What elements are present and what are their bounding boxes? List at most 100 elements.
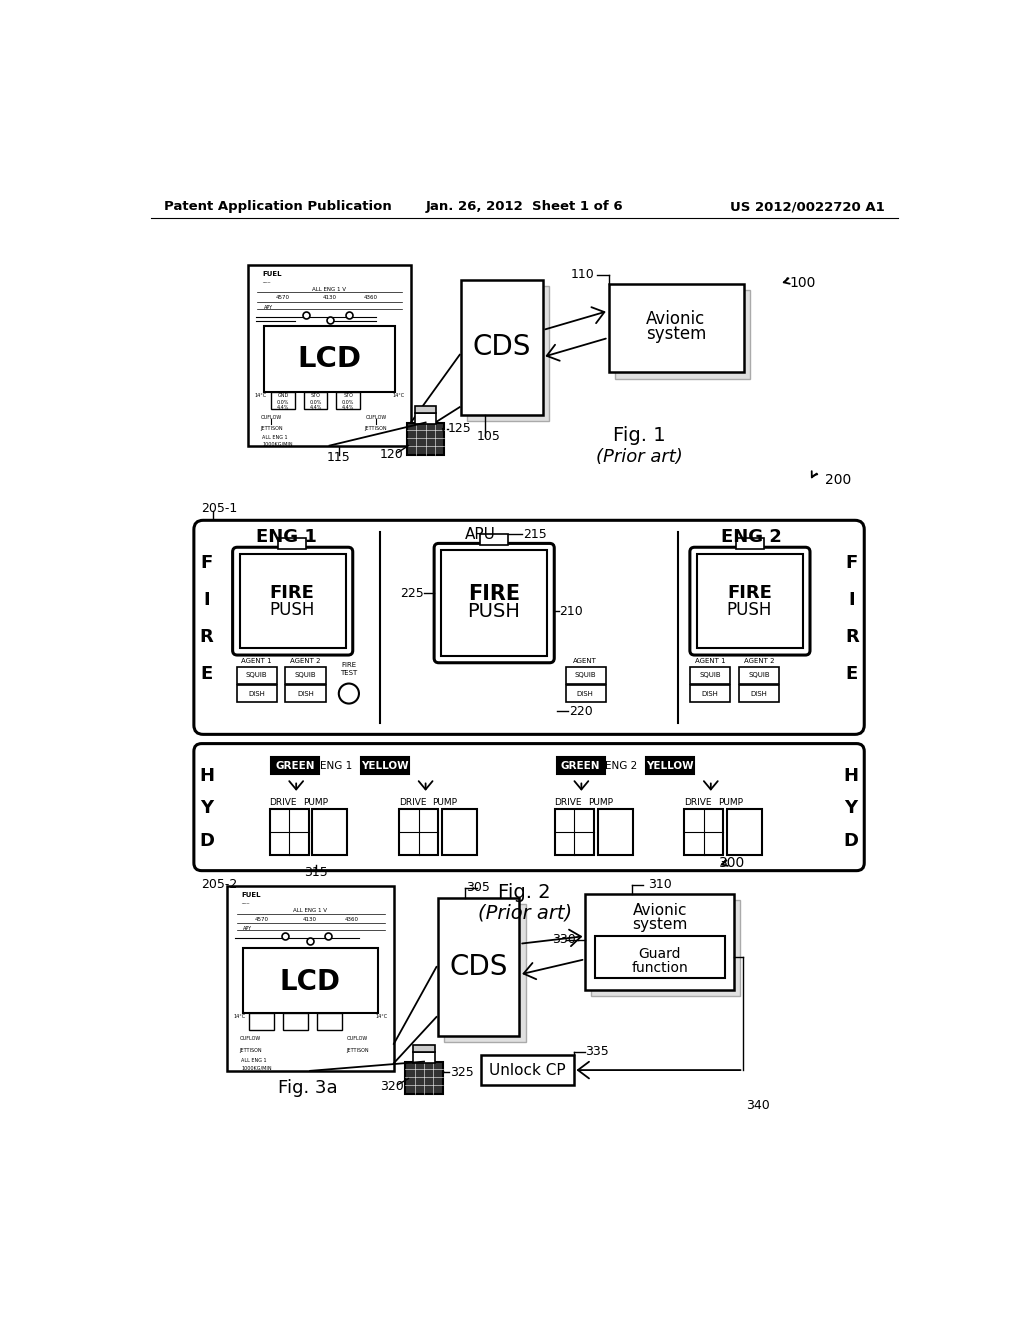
Bar [399,809,438,855]
Text: CDS: CDS [472,333,530,362]
Bar [442,809,477,855]
Bar [243,948,378,1014]
Text: DISH: DISH [751,690,767,697]
FancyBboxPatch shape [434,544,554,663]
Text: PUSH: PUSH [467,602,520,620]
Text: 330: 330 [552,933,575,946]
Text: 315: 315 [304,866,329,879]
Text: 4130: 4130 [323,296,337,300]
Text: 0.0%: 0.0% [309,400,322,405]
Bar [283,1014,308,1030]
Bar [461,280,543,414]
Text: I: I [203,590,210,609]
Text: (Prior art): (Prior art) [596,449,683,466]
Bar [415,405,436,413]
Text: 335: 335 [586,1045,609,1059]
Bar [406,1061,442,1094]
Text: Fig. 3a: Fig. 3a [278,1078,337,1097]
Text: 105: 105 [477,430,501,444]
Text: ALL ENG 1 V: ALL ENG 1 V [312,286,346,292]
Text: 300: 300 [720,855,745,870]
Text: 4.4%: 4.4% [276,405,289,411]
Text: GND: GND [278,393,289,399]
Text: R: R [845,627,859,645]
Text: 4360: 4360 [344,916,358,921]
Text: 310: 310 [648,878,672,891]
Text: FIRE: FIRE [270,583,314,602]
Text: DISH: DISH [248,690,265,697]
Text: system: system [646,325,707,343]
Text: PUSH: PUSH [727,601,772,619]
Text: ALL ENG 1: ALL ENG 1 [262,436,288,441]
Text: 220: 220 [569,705,593,718]
Text: 1000KG/MIN: 1000KG/MIN [241,1065,271,1071]
Bar [237,667,276,684]
Text: D: D [200,832,215,850]
Text: 14°C: 14°C [233,1015,246,1019]
Text: 14°C: 14°C [392,393,404,399]
Text: PUMP: PUMP [588,799,613,808]
Text: ENG 2: ENG 2 [605,760,637,771]
Text: YELLOW: YELLOW [646,760,693,771]
Text: 305: 305 [466,880,490,894]
Bar [735,539,764,549]
Bar [441,550,547,656]
Text: D: D [844,832,858,850]
Text: SQUIB: SQUIB [699,672,721,678]
Text: ENG 1: ENG 1 [256,528,317,546]
Text: AGENT 2: AGENT 2 [290,659,321,664]
Bar [312,809,347,855]
Text: JETTISON: JETTISON [240,1048,262,1052]
Text: 0.0%: 0.0% [276,400,289,405]
Bar [438,898,519,1036]
Bar [248,264,411,446]
Text: 205-2: 205-2 [202,878,238,891]
Text: 100: 100 [790,276,815,290]
Bar [595,936,725,978]
Bar [317,1014,342,1030]
Text: 1000KG/MIN: 1000KG/MIN [262,442,293,446]
Bar [337,392,359,409]
Bar [360,758,409,775]
Text: PUMP: PUMP [432,799,458,808]
Text: ALL ENG 1 V: ALL ENG 1 V [293,908,327,913]
Text: F: F [846,553,858,572]
Text: FUEL: FUEL [241,892,261,899]
Text: FIRE: FIRE [468,585,520,605]
Text: APY: APY [263,305,272,309]
Text: DISH: DISH [577,690,594,697]
Text: 115: 115 [327,450,350,463]
Text: DISH: DISH [701,690,719,697]
Text: 14°C: 14°C [376,1015,388,1019]
Text: F: F [200,553,212,572]
Bar [646,758,693,775]
Text: Fig. 1: Fig. 1 [613,426,666,445]
Text: 340: 340 [745,1100,769,1111]
Bar [480,1056,573,1085]
Text: 4570: 4570 [255,916,269,921]
Bar [286,685,326,702]
Text: DRIVE: DRIVE [269,799,297,808]
Text: JETTISON: JETTISON [346,1048,369,1052]
Bar [270,809,308,855]
Bar [684,809,723,855]
Text: 4360: 4360 [364,296,378,300]
Text: H: H [844,767,858,785]
Text: 325: 325 [450,1065,473,1078]
Bar [586,894,734,990]
Bar [279,539,306,549]
Text: SQUIB: SQUIB [574,672,596,678]
Bar [738,667,779,684]
Text: ALL ENG 1: ALL ENG 1 [241,1059,267,1064]
Text: 120: 120 [380,447,403,461]
Bar [304,392,328,409]
Text: DRIVE: DRIVE [398,799,426,808]
Bar [557,758,604,775]
FancyBboxPatch shape [690,548,810,655]
Text: Avionic: Avionic [646,310,706,327]
Text: Guard: Guard [638,946,681,961]
Bar [271,392,295,409]
Bar [249,1014,273,1030]
Text: ___: ___ [241,899,250,904]
Text: 205-1: 205-1 [202,502,238,515]
